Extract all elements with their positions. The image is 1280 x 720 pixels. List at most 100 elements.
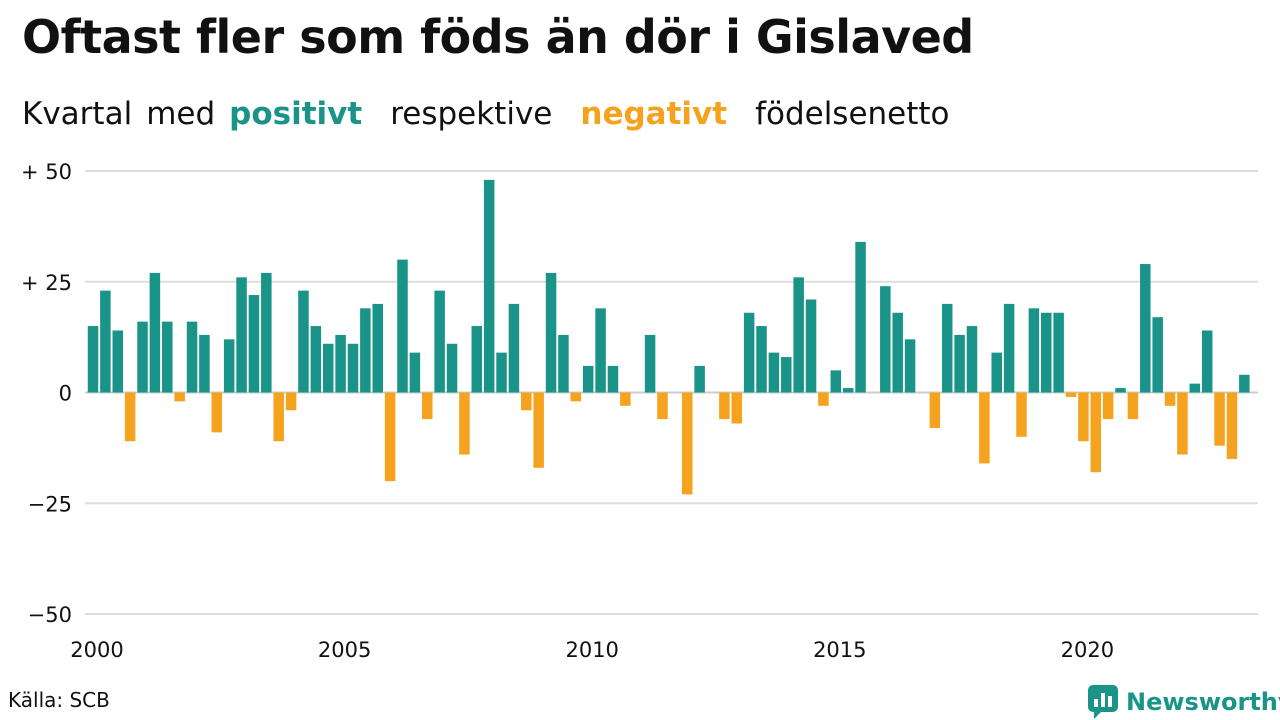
bar bbox=[768, 352, 780, 393]
x-tick-label: 2020 bbox=[1061, 638, 1114, 662]
bar bbox=[1177, 392, 1188, 455]
bar bbox=[112, 330, 124, 393]
bar bbox=[261, 272, 272, 393]
source-note: Källa: SCB bbox=[8, 688, 110, 712]
bar bbox=[570, 392, 582, 402]
bar bbox=[372, 303, 383, 393]
bar bbox=[162, 321, 173, 393]
bar bbox=[199, 334, 210, 393]
bar bbox=[607, 365, 619, 393]
bar bbox=[322, 343, 334, 393]
bar bbox=[1226, 392, 1238, 459]
bar bbox=[483, 179, 495, 393]
bar bbox=[1152, 317, 1163, 393]
bar bbox=[966, 326, 978, 393]
bar bbox=[620, 392, 631, 406]
y-tick-label: −25 bbox=[28, 492, 72, 516]
bar bbox=[595, 308, 606, 393]
bar bbox=[644, 334, 656, 393]
bar bbox=[681, 392, 693, 495]
bar bbox=[991, 352, 1002, 393]
bar bbox=[941, 303, 953, 393]
bar bbox=[397, 259, 408, 393]
bar bbox=[743, 312, 755, 393]
subtitle-word-kvartal: Kvartal bbox=[22, 96, 133, 132]
bar bbox=[558, 334, 569, 393]
y-tick-label: + 50 bbox=[21, 160, 72, 184]
bar bbox=[1065, 392, 1077, 397]
bar bbox=[1214, 392, 1225, 446]
x-tick-label: 2015 bbox=[813, 638, 866, 662]
bar bbox=[533, 392, 544, 468]
newsworthy-logo-icon bbox=[1088, 685, 1118, 719]
bar bbox=[174, 392, 185, 402]
bar bbox=[1016, 392, 1027, 437]
legend-negative: negativt bbox=[580, 96, 728, 132]
chart-title: Oftast fler som föds än dör i Gislaved bbox=[22, 10, 974, 64]
x-tick-label: 2005 bbox=[318, 638, 371, 662]
bar bbox=[236, 277, 247, 393]
y-tick-label: + 25 bbox=[21, 271, 72, 295]
bar bbox=[409, 352, 421, 393]
bar bbox=[360, 308, 371, 393]
bar-chart: + 50 + 25 0 −25 −50 2000 2005 2010 2015 2020 bbox=[21, 160, 1258, 662]
bar bbox=[1003, 303, 1015, 393]
bar bbox=[1201, 330, 1213, 393]
bar bbox=[756, 326, 767, 393]
bar bbox=[892, 312, 903, 393]
bar bbox=[1090, 392, 1102, 473]
bar bbox=[87, 326, 99, 393]
bar bbox=[694, 365, 705, 393]
bar bbox=[248, 295, 260, 393]
bar bbox=[1140, 264, 1151, 393]
bar bbox=[1053, 312, 1064, 393]
bar bbox=[1164, 392, 1176, 406]
bar bbox=[496, 352, 507, 393]
bar bbox=[731, 392, 743, 424]
bar bbox=[149, 272, 161, 393]
bar bbox=[298, 290, 309, 393]
brand-logo: Newsworthy bbox=[1088, 684, 1280, 720]
bar bbox=[1078, 392, 1089, 442]
bar bbox=[1041, 312, 1052, 393]
bar bbox=[929, 392, 941, 428]
brand-name: Newsworthy bbox=[1126, 688, 1280, 716]
bar bbox=[842, 388, 854, 393]
bar bbox=[582, 365, 594, 393]
bar bbox=[434, 290, 445, 393]
bar bbox=[100, 290, 111, 393]
bar bbox=[1189, 383, 1201, 393]
subtitle-word-med: med bbox=[146, 96, 216, 132]
bar bbox=[137, 321, 148, 393]
bar bbox=[285, 392, 297, 411]
bar bbox=[223, 339, 235, 393]
y-tick-label: −50 bbox=[28, 603, 72, 627]
bar bbox=[1239, 374, 1250, 393]
chart-subtitle: Kvartal med positivt respektive negativt föde… bbox=[22, 96, 950, 132]
bar bbox=[459, 392, 470, 455]
bar bbox=[805, 299, 817, 393]
bar bbox=[781, 357, 792, 393]
legend-positive: positivt bbox=[229, 96, 363, 132]
bar bbox=[1115, 388, 1126, 393]
bar bbox=[657, 392, 668, 420]
bar bbox=[1102, 392, 1114, 420]
bar bbox=[446, 343, 458, 393]
bar bbox=[1127, 392, 1139, 420]
bar bbox=[186, 321, 198, 393]
y-tick-label: 0 bbox=[59, 382, 72, 406]
bar bbox=[471, 326, 483, 393]
bar bbox=[830, 370, 842, 393]
subtitle-word-fodelsenetto: födelsenetto bbox=[755, 96, 950, 132]
bar bbox=[124, 392, 136, 442]
bar bbox=[954, 334, 965, 393]
x-tick-label: 2000 bbox=[70, 638, 123, 662]
bar bbox=[719, 392, 730, 420]
bar bbox=[979, 392, 990, 464]
bar bbox=[211, 392, 223, 433]
bar bbox=[818, 392, 829, 406]
bar bbox=[793, 277, 804, 393]
bar bbox=[384, 392, 396, 482]
bar bbox=[422, 392, 433, 420]
bar bbox=[880, 286, 891, 393]
